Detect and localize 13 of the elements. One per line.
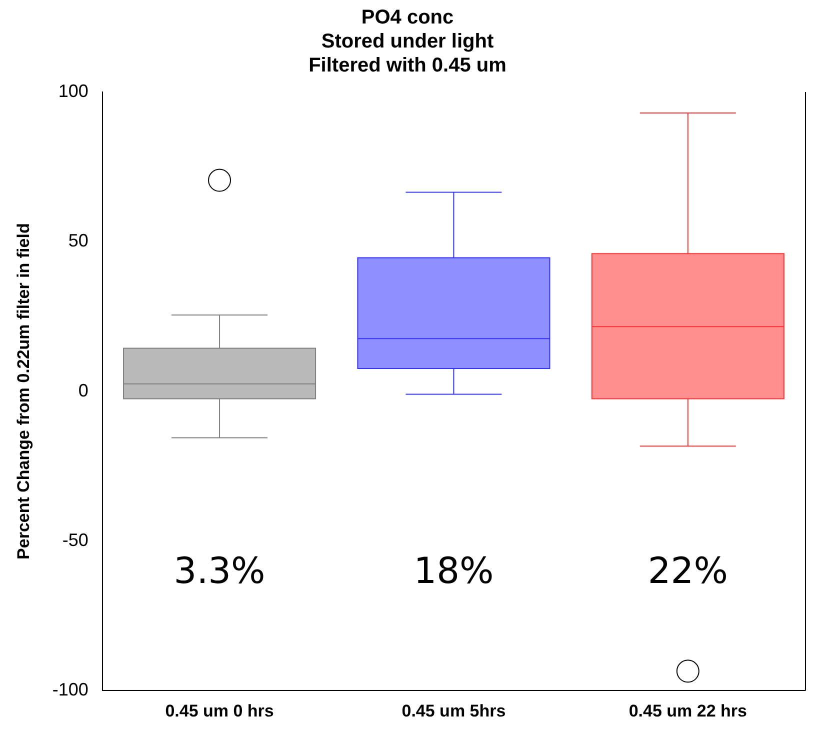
x-tick-label: 0.45 um 5hrs [402, 701, 506, 720]
chart-title: PO4 conc Stored under light Filtered with 0.45 um [308, 6, 506, 77]
y-tick-label: -100 [52, 680, 88, 700]
y-axis-title: Percent Change from 0.22um filter in field [14, 223, 33, 560]
x-tick-label: 0.45 um 0 hrs [165, 701, 274, 720]
y-tick-label: 50 [68, 230, 88, 251]
y-tick-label: 100 [58, 80, 88, 101]
x-tick-label: 0.45 um 22 hrs [628, 701, 747, 720]
annotation: 18% [414, 551, 494, 592]
y-tick-label: -50 [62, 530, 88, 550]
annotation: 3.3% [174, 551, 266, 592]
annotation: 22% [648, 551, 728, 592]
y-tick-label: 0 [78, 380, 88, 400]
